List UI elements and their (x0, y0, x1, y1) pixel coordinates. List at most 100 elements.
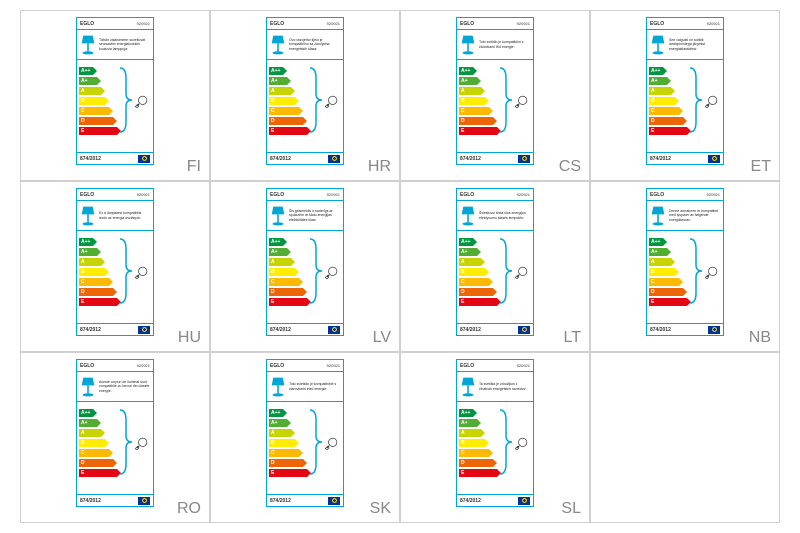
energy-grade: A (461, 87, 465, 95)
energy-grade: C (651, 278, 655, 286)
energy-grade: B (271, 439, 275, 447)
energy-class-row: B (459, 96, 497, 105)
energy-class-row: A++ (269, 408, 307, 417)
energy-grade: A+ (651, 77, 658, 85)
energy-label: EGLO 920921 Denne armaturen er kompatibe… (646, 188, 724, 336)
energy-class-row: A++ (79, 408, 117, 417)
energy-class-row: A++ (459, 408, 497, 417)
energy-grade: A (461, 258, 465, 266)
energy-class-row: A (79, 86, 117, 95)
energy-class-row: A (79, 257, 117, 266)
energy-class-row: D (459, 287, 497, 296)
label-description: Ez a lámpatest kompatibilis izzók az ene… (77, 201, 153, 231)
energy-scale: A++ A+ A B C (647, 231, 723, 323)
energy-class-row: A (79, 428, 117, 437)
energy-grade: E (271, 469, 274, 477)
energy-class-row: E (269, 468, 307, 477)
brand: EGLO (460, 192, 474, 198)
language-code: RO (177, 500, 201, 518)
lamp-icon (80, 376, 96, 398)
energy-grade: A (461, 429, 465, 437)
description-text: Toto svítidlo je kompatibilní s žárovkam… (479, 40, 530, 48)
regulation: 874/2012 (80, 498, 101, 504)
regulation: 874/2012 (650, 156, 671, 162)
energy-class-row: B (269, 438, 307, 447)
energy-grade: B (81, 268, 85, 276)
language-code: CS (559, 158, 581, 176)
energy-grade: E (651, 127, 654, 135)
eu-flag-icon (328, 155, 340, 163)
description-text: Ez a lámpatest kompatibilis izzók az ene… (99, 211, 150, 219)
energy-grade: E (651, 298, 654, 306)
label-description: Toto svietidlo je kompatibilné s žiarovk… (267, 372, 343, 402)
grid-cell: EGLO 920921 Denne armaturen er kompatibe… (590, 181, 780, 352)
energy-grade: A+ (81, 419, 88, 427)
energy-class-row: C (269, 277, 307, 286)
energy-class-row: B (649, 267, 687, 276)
energy-grade: A (271, 87, 275, 95)
eu-flag-icon (138, 155, 150, 163)
language-code: LT (564, 329, 581, 347)
lamp-icon (80, 34, 96, 56)
energy-class-row: A+ (269, 418, 307, 427)
label-description: Toto svítidlo je kompatibilní s žárovkam… (457, 30, 533, 60)
label-footer: 874/2012 (267, 494, 343, 506)
bracket-icon (499, 66, 513, 134)
energy-grade: C (81, 449, 85, 457)
bracket-icon (119, 237, 133, 305)
lamp-icon (270, 34, 286, 56)
energy-class-row: A++ (79, 237, 117, 246)
energy-grade: A+ (271, 248, 278, 256)
energy-scale: A++ A+ A B C (267, 60, 343, 152)
energy-class-row: B (79, 96, 117, 105)
energy-scale: A++ A+ A B C (267, 402, 343, 494)
label-header: EGLO 920921 (647, 189, 723, 201)
model: 920921 (517, 21, 530, 26)
language-code: HU (178, 329, 201, 347)
eu-flag-icon (518, 497, 530, 505)
label-footer: 874/2012 (267, 323, 343, 335)
description-text: Toto svietidlo je kompatibilné s žiarovk… (289, 382, 340, 390)
energy-class-row: A+ (649, 247, 687, 256)
energy-class-row: D (649, 287, 687, 296)
energy-class-row: D (79, 458, 117, 467)
label-description: See valgusti on sobilik lambipirnidega j… (647, 30, 723, 60)
description-text: Ovo rasvjetno tijelo je kompatibilno sa … (289, 38, 340, 50)
energy-grade: B (81, 439, 85, 447)
energy-grade: B (651, 268, 655, 276)
energy-grade: E (461, 469, 464, 477)
bulb-icon (135, 265, 149, 279)
bracket-icon (309, 408, 323, 476)
bracket-icon (309, 237, 323, 305)
energy-grade: D (81, 459, 85, 467)
energy-grade: A++ (81, 67, 90, 75)
energy-grade: C (461, 449, 465, 457)
bulb-icon (705, 94, 719, 108)
lamp-icon (80, 205, 96, 227)
brand: EGLO (270, 21, 284, 27)
label-header: EGLO 920921 (457, 360, 533, 372)
energy-grade: C (271, 449, 275, 457)
energy-grade: A++ (271, 67, 280, 75)
language-code: FI (187, 158, 201, 176)
model: 920921 (327, 192, 340, 197)
bracket-icon (119, 66, 133, 134)
energy-grade: C (651, 107, 655, 115)
eu-flag-icon (518, 326, 530, 334)
label-footer: 874/2012 (647, 323, 723, 335)
energy-class-row: D (649, 116, 687, 125)
energy-class-row: A (459, 86, 497, 95)
regulation: 874/2012 (270, 327, 291, 333)
bracket-icon (689, 237, 703, 305)
brand: EGLO (270, 192, 284, 198)
label-footer: 874/2012 (647, 152, 723, 164)
energy-class-row: E (269, 126, 307, 135)
model: 920921 (707, 192, 720, 197)
energy-grade: D (81, 288, 85, 296)
bulb-icon (515, 265, 529, 279)
energy-class-row: E (459, 297, 497, 306)
energy-label: EGLO 920921 Aceste corpuri de iluminat s… (76, 359, 154, 507)
bulb-icon (515, 436, 529, 450)
description-text: Ta svetilka je združljiva z žbulicah ene… (479, 382, 530, 390)
energy-label: EGLO 920921 Ovo rasvjetno tijelo je komp… (266, 17, 344, 165)
